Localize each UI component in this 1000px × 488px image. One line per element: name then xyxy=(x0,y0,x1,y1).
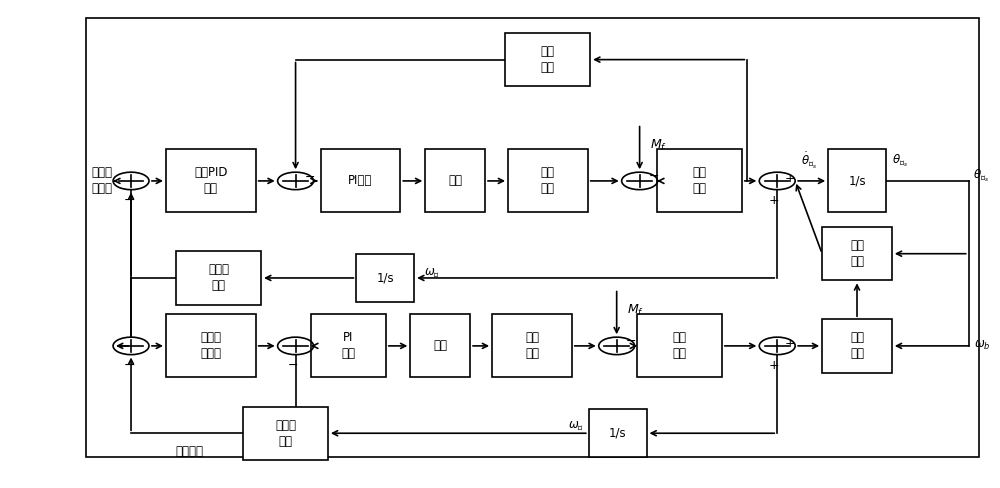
Text: 外框架
码盘: 外框架 码盘 xyxy=(275,419,296,447)
Text: PI
控制: PI 控制 xyxy=(341,331,355,361)
FancyBboxPatch shape xyxy=(822,227,892,281)
Text: 内框
电机: 内框 电机 xyxy=(541,166,555,195)
FancyBboxPatch shape xyxy=(166,314,256,377)
Text: 1/s: 1/s xyxy=(848,174,866,187)
Text: $\omega_{外}$: $\omega_{外}$ xyxy=(568,420,584,432)
Text: −: − xyxy=(648,169,659,183)
Text: $M_f$: $M_f$ xyxy=(650,138,667,153)
Text: $\theta_{内_s}$: $\theta_{内_s}$ xyxy=(892,152,908,169)
Text: −: − xyxy=(124,359,134,372)
Text: 分段PID
控制: 分段PID 控制 xyxy=(194,166,228,195)
Text: $\omega_b$: $\omega_b$ xyxy=(974,339,990,352)
Text: +: + xyxy=(785,337,796,350)
FancyBboxPatch shape xyxy=(822,319,892,372)
Text: 内框架
码盘: 内框架 码盘 xyxy=(208,264,229,292)
Text: −: − xyxy=(304,170,315,183)
Text: 测速
陀螺: 测速 陀螺 xyxy=(541,45,555,74)
FancyBboxPatch shape xyxy=(657,149,742,212)
FancyBboxPatch shape xyxy=(508,149,588,212)
Text: 分段滑
模控制: 分段滑 模控制 xyxy=(200,331,221,361)
Text: 1/s: 1/s xyxy=(609,427,626,440)
Text: 空间目
标位置: 空间目 标位置 xyxy=(91,166,112,195)
FancyBboxPatch shape xyxy=(243,407,328,460)
FancyBboxPatch shape xyxy=(589,409,647,457)
FancyBboxPatch shape xyxy=(176,251,261,305)
Text: $M_f$: $M_f$ xyxy=(627,303,644,318)
Text: $\dot{\theta}_{内_s}$: $\dot{\theta}_{内_s}$ xyxy=(801,150,818,171)
FancyBboxPatch shape xyxy=(492,314,572,377)
Text: $\omega_{内}$: $\omega_{内}$ xyxy=(424,265,440,279)
Text: 坐标
变换: 坐标 变换 xyxy=(850,239,864,268)
Text: −: − xyxy=(287,359,298,372)
Text: 功放: 功放 xyxy=(433,339,447,352)
Text: 框架
负载: 框架 负载 xyxy=(692,166,706,195)
FancyBboxPatch shape xyxy=(505,33,590,86)
Text: −: − xyxy=(625,335,636,347)
Text: +: + xyxy=(769,194,780,207)
Text: 功放: 功放 xyxy=(448,174,462,187)
FancyBboxPatch shape xyxy=(828,149,886,212)
FancyBboxPatch shape xyxy=(311,314,386,377)
FancyBboxPatch shape xyxy=(356,254,414,302)
Text: PI控制: PI控制 xyxy=(348,174,373,187)
Text: 空间位置: 空间位置 xyxy=(176,445,204,458)
FancyBboxPatch shape xyxy=(637,314,722,377)
Text: 1/s: 1/s xyxy=(377,271,394,285)
FancyBboxPatch shape xyxy=(320,149,400,212)
FancyBboxPatch shape xyxy=(410,314,470,377)
FancyBboxPatch shape xyxy=(166,149,256,212)
Text: 框架
负载: 框架 负载 xyxy=(672,331,686,361)
FancyBboxPatch shape xyxy=(425,149,485,212)
Text: +: + xyxy=(785,172,796,185)
Text: 外框
电机: 外框 电机 xyxy=(525,331,539,361)
Text: +: + xyxy=(769,359,780,372)
Text: 坐标
变换: 坐标 变换 xyxy=(850,331,864,361)
Text: $\theta_{内_s}$: $\theta_{内_s}$ xyxy=(973,168,989,184)
Text: −: − xyxy=(124,194,134,207)
